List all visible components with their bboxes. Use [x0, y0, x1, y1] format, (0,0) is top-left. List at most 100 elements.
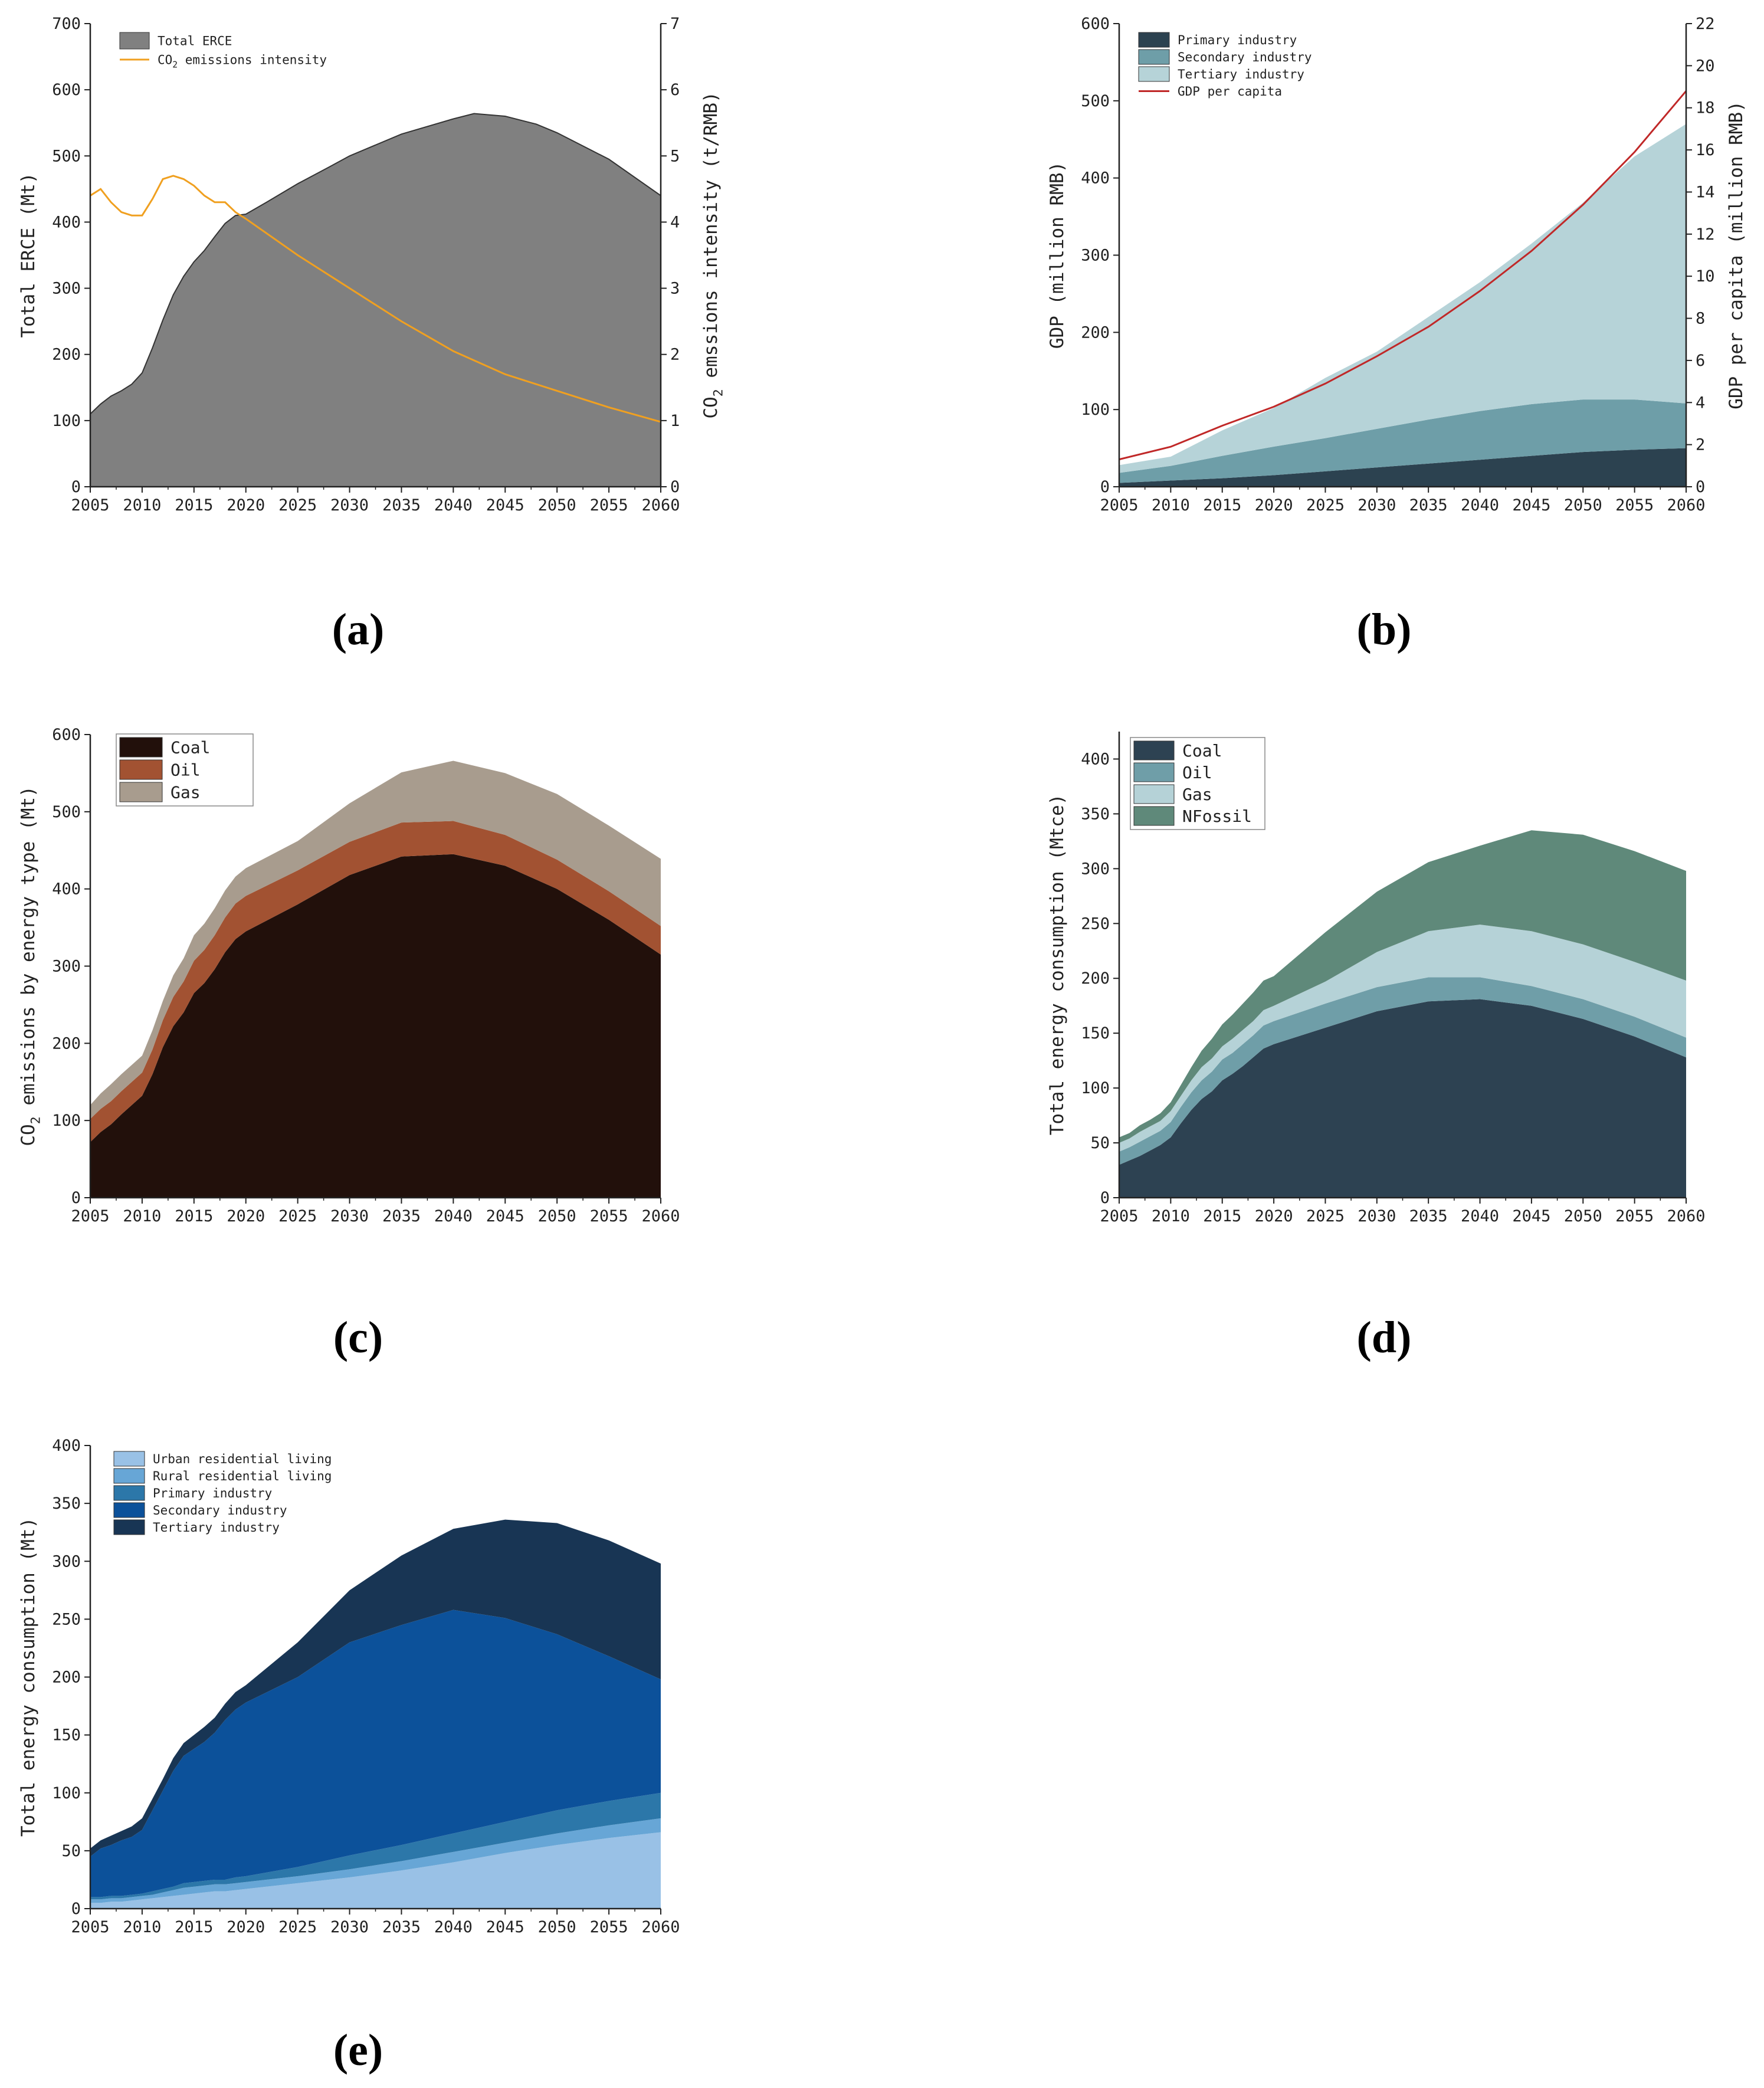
x-tick-label: 2015	[175, 1207, 213, 1225]
x-tick-label: 2055	[590, 496, 628, 514]
legend-label: Oil	[171, 760, 201, 779]
y2-tick-label: 10	[1696, 267, 1715, 286]
x-tick-label: 2020	[227, 1918, 265, 1936]
y-tick-label: 100	[52, 1112, 81, 1130]
y-tick-label: 400	[52, 213, 81, 231]
legend-e: Urban residential living Rural residentia…	[113, 1451, 332, 1535]
y-tick-label: 200	[52, 346, 81, 364]
y2-tick-label: 8	[1696, 310, 1705, 328]
x-tick-label: 2010	[1152, 496, 1190, 514]
area-b-primary-industry	[1119, 448, 1686, 487]
x-tick-label: 2045	[486, 1918, 524, 1936]
y-tick-label: 700	[52, 15, 81, 33]
y-axis-title: Total energy consumption (Mtce)	[1047, 794, 1068, 1136]
y2-tick-label: 20	[1696, 57, 1715, 75]
y2-tick-label: 0	[1696, 478, 1705, 496]
y2-tick-label: 6	[1696, 352, 1705, 370]
y2-tick-label: 6	[670, 81, 680, 99]
x-tick-label: 2055	[590, 1918, 628, 1936]
x-tick-label: 2020	[227, 496, 265, 514]
y-tick-label: 350	[1081, 805, 1110, 823]
y-axis-title: GDP (million RMB)	[1047, 162, 1068, 349]
y2-tick-label: 16	[1696, 141, 1715, 159]
y2-tick-label: 2	[1696, 436, 1705, 454]
x-tick-label: 2060	[641, 1207, 680, 1225]
legend-label: Tertiary industry	[1178, 67, 1304, 81]
x-tick-label: 2030	[330, 1918, 369, 1936]
x-tick-label: 2020	[227, 1207, 265, 1225]
legend-a: Total ERCE CO2 emissions intensity	[119, 32, 327, 70]
y-tick-label: 150	[52, 1726, 81, 1745]
line-b-gdp-per-capita	[1119, 90, 1687, 461]
y-tick-label: 0	[1100, 478, 1110, 496]
area-d-coal	[1119, 999, 1686, 1198]
y2-tick-label: 2	[670, 346, 680, 364]
legend-swatch	[113, 1502, 145, 1518]
x-tick-label: 2030	[1358, 1207, 1396, 1225]
x-tick-label: 2005	[1100, 1207, 1138, 1225]
y-tick-label: 600	[52, 726, 81, 744]
x-tick-label: 2035	[1409, 1207, 1448, 1225]
x-tick-label: 2060	[1667, 496, 1705, 514]
legend-label: CO2 emissions intensity	[158, 53, 327, 70]
x-tick-label: 2035	[382, 496, 421, 514]
chart-d: 2005 2010 2015 2020 2025 2030 2035 2040 2045 2050…	[1047, 732, 1706, 1362]
y2-tick-label: 5	[670, 147, 680, 165]
y2-tick-label: 1	[670, 412, 680, 430]
area-c-coal	[90, 854, 661, 1198]
panel-label-a: (a)	[332, 605, 385, 654]
y2-tick-label: 4	[670, 213, 680, 231]
y-tick-label: 350	[52, 1494, 81, 1513]
legend-b: Primary industry Secondary industry Tertia…	[1138, 32, 1312, 99]
y2-axis-title: GDP per capita (million RMB)	[1726, 101, 1747, 409]
legend-label: Tertiary industry	[153, 1520, 280, 1535]
panel-label-b: (b)	[1357, 605, 1412, 654]
x-tick-label: 2025	[278, 496, 317, 514]
area-e-tertiary-industry	[90, 1519, 661, 1857]
y-tick-label: 0	[71, 1189, 81, 1207]
legend-label: Secondary industry	[1178, 50, 1312, 64]
x-tick-label: 2045	[1512, 496, 1550, 514]
legend-swatch	[1138, 32, 1170, 48]
area-c-gas	[90, 761, 661, 1119]
x-tick-label: 2055	[590, 1207, 628, 1225]
legend-c: Coal Oil Gas	[116, 733, 254, 807]
y-tick-label: 0	[71, 1900, 81, 1918]
y2-tick-label: 22	[1696, 15, 1715, 33]
x-tick-label: 2020	[1255, 1207, 1293, 1225]
area-e-rural-residential-living	[90, 1818, 661, 1903]
x-tick-label: 2015	[175, 496, 213, 514]
y-tick-label: 500	[1081, 92, 1110, 110]
legend-label: Total ERCE	[158, 34, 232, 48]
legend-d: Coal Oil Gas NFossil	[1130, 737, 1265, 830]
legend-swatch	[1138, 49, 1170, 65]
x-tick-label: 2015	[175, 1918, 213, 1936]
y-tick-label: 400	[1081, 169, 1110, 188]
panel-label-d: (d)	[1357, 1313, 1412, 1362]
x-tick-label: 2025	[278, 1207, 317, 1225]
x-tick-label: 2005	[71, 1207, 109, 1225]
y-tick-label: 600	[52, 81, 81, 99]
y2-tick-label: 7	[670, 15, 680, 33]
x-tick-label: 2045	[486, 496, 524, 514]
legend-label: Primary industry	[1178, 33, 1297, 47]
y-tick-label: 300	[1081, 247, 1110, 265]
chart-c: 2005 2010 2015 2020 2025 2030 2035 2040 2045 2050…	[18, 726, 680, 1362]
x-tick-label: 2005	[1100, 496, 1138, 514]
x-tick-label: 2010	[123, 1207, 161, 1225]
legend-swatch	[119, 32, 150, 50]
x-tick-label: 2040	[434, 496, 473, 514]
x-tick-label: 2055	[1615, 496, 1654, 514]
x-tick-label: 2025	[1306, 496, 1345, 514]
legend-label: Gas	[1182, 785, 1212, 804]
y-tick-label: 300	[52, 1552, 81, 1571]
area-c-oil	[90, 821, 661, 1142]
x-tick-label: 2060	[641, 496, 680, 514]
chart-b: 2005 2010 2015 2020 2025 2030 2035 2040 2045 2050…	[1047, 15, 1747, 654]
area-b-tertiary-industry	[1119, 124, 1686, 473]
legend-label: Oil	[1182, 763, 1212, 782]
y-tick-label: 0	[71, 478, 81, 496]
y2-tick-label: 18	[1696, 99, 1715, 117]
y-tick-label: 100	[1081, 401, 1110, 419]
